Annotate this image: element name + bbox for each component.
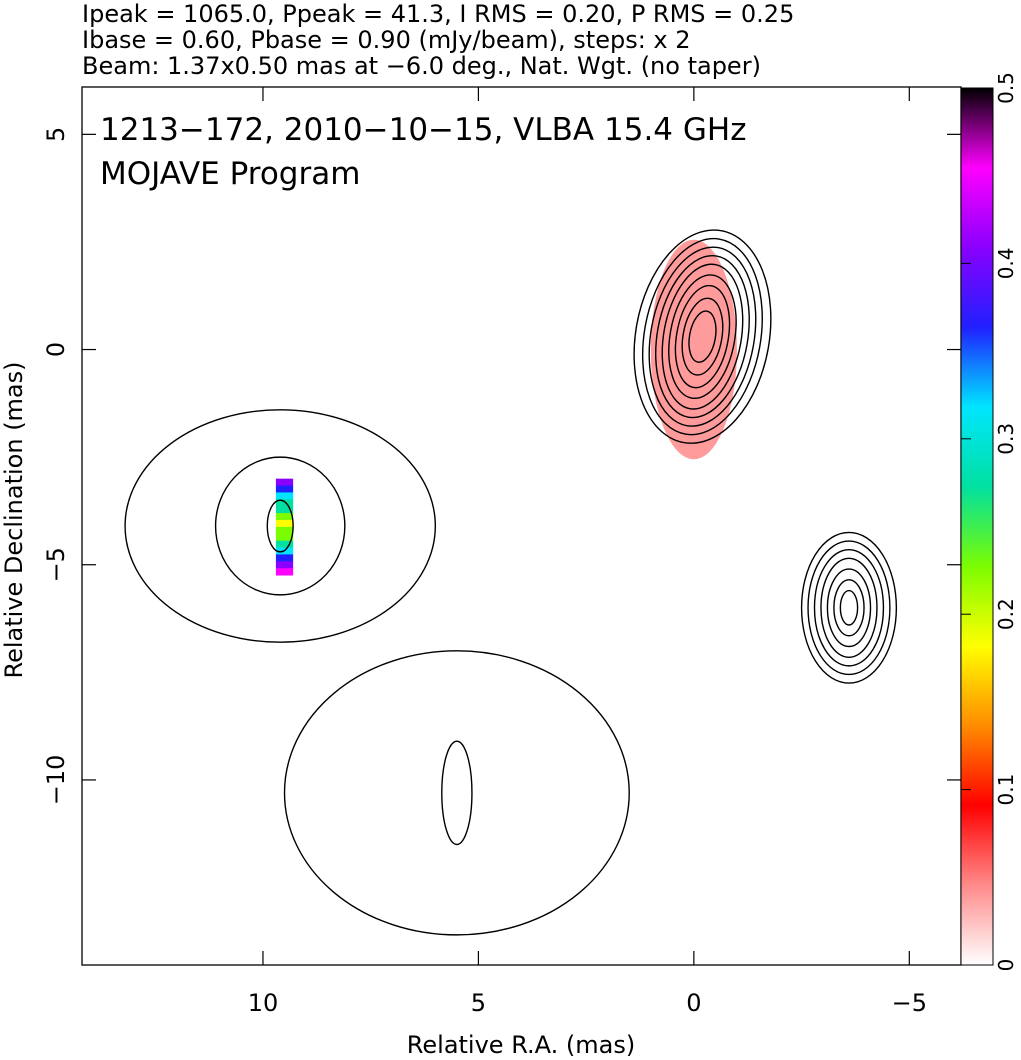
contour-line bbox=[668, 274, 737, 400]
contour-line bbox=[441, 740, 473, 846]
x-tick-label: 10 bbox=[248, 989, 279, 1017]
x-axis-label: Relative R.A. (mas) bbox=[407, 1031, 635, 1059]
polarization-pixel bbox=[275, 533, 294, 542]
contour-line bbox=[820, 557, 878, 658]
contour-line bbox=[674, 284, 731, 389]
x-tick-label: −5 bbox=[892, 989, 927, 1017]
colorbar-tick-label: 0 bbox=[994, 959, 1018, 972]
contour-line bbox=[681, 297, 724, 376]
polarization-pixel bbox=[275, 561, 294, 569]
header-line-2: Ibase = 0.60, Pbase = 0.90 (mJy/beam), s… bbox=[82, 26, 691, 54]
polarization-patch bbox=[275, 478, 294, 576]
polarization-pixel bbox=[275, 478, 294, 486]
contour-line bbox=[800, 531, 898, 684]
y-tick-label: −10 bbox=[42, 755, 70, 806]
plot-area bbox=[124, 229, 898, 936]
contour-line bbox=[283, 650, 630, 936]
overlay-title: 1213−172, 2010−10−15, VLBA 15.4 GHz bbox=[100, 112, 746, 148]
y-tick-label: −5 bbox=[42, 547, 70, 582]
contour-line bbox=[124, 409, 437, 643]
polarization-pixel bbox=[275, 526, 294, 535]
contour-line bbox=[833, 579, 865, 637]
contour-line bbox=[839, 589, 859, 626]
contour-line bbox=[807, 540, 891, 676]
x-axis: 10 5 0 −5 bbox=[248, 87, 927, 1017]
contour-line bbox=[266, 499, 294, 553]
x-tick-label: 0 bbox=[686, 989, 701, 1017]
polarization-pixel bbox=[275, 513, 294, 521]
colorbar-tick-label: 0.1 bbox=[994, 774, 1018, 806]
header-line-1: Ipeak = 1065.0, Ppeak = 41.3, I RMS = 0.… bbox=[82, 0, 794, 28]
polarization-patch bbox=[650, 239, 737, 460]
polarization-pixel bbox=[275, 499, 294, 507]
colorbar-tick-label: 0.5 bbox=[994, 72, 1018, 104]
polarization-pixel bbox=[275, 485, 294, 493]
polarization-pixel bbox=[275, 492, 294, 500]
y-axis-label: Relative Declination (mas) bbox=[0, 361, 28, 678]
y-tick-label: 0 bbox=[42, 342, 70, 357]
y-tick-label: 5 bbox=[42, 127, 70, 142]
contour-line bbox=[214, 456, 346, 596]
header-line-3: Beam: 1.37x0.50 mas at −6.0 deg., Nat. W… bbox=[82, 52, 761, 80]
contour-line bbox=[813, 548, 885, 667]
y-axis: 5 0 −5 −10 bbox=[42, 127, 961, 806]
contour-line bbox=[641, 237, 763, 436]
colorbar-tick-label: 0.2 bbox=[994, 598, 1018, 630]
polarization-pixel bbox=[275, 506, 294, 514]
contour-line bbox=[688, 310, 717, 363]
contour-line bbox=[648, 246, 757, 427]
overlay-subtitle: MOJAVE Program bbox=[100, 156, 360, 192]
contour-line bbox=[633, 229, 772, 444]
contour-line bbox=[661, 263, 744, 410]
polarization-pixel bbox=[275, 519, 294, 528]
polarization-pixel bbox=[275, 554, 294, 562]
colorbar-tick-label: 0.3 bbox=[994, 423, 1018, 455]
x-tick-label: 5 bbox=[471, 989, 486, 1017]
polarization-pixel bbox=[275, 540, 294, 548]
polarization-pixel bbox=[275, 568, 294, 576]
colorbar-tick-label: 0.4 bbox=[994, 247, 1018, 279]
colorbar bbox=[960, 87, 994, 966]
contour-line bbox=[826, 568, 872, 648]
plot-frame bbox=[81, 86, 962, 966]
contour-line bbox=[655, 255, 750, 419]
colorbar-axis: 0 0.1 0.2 0.3 0.4 0.5 bbox=[961, 72, 1018, 971]
